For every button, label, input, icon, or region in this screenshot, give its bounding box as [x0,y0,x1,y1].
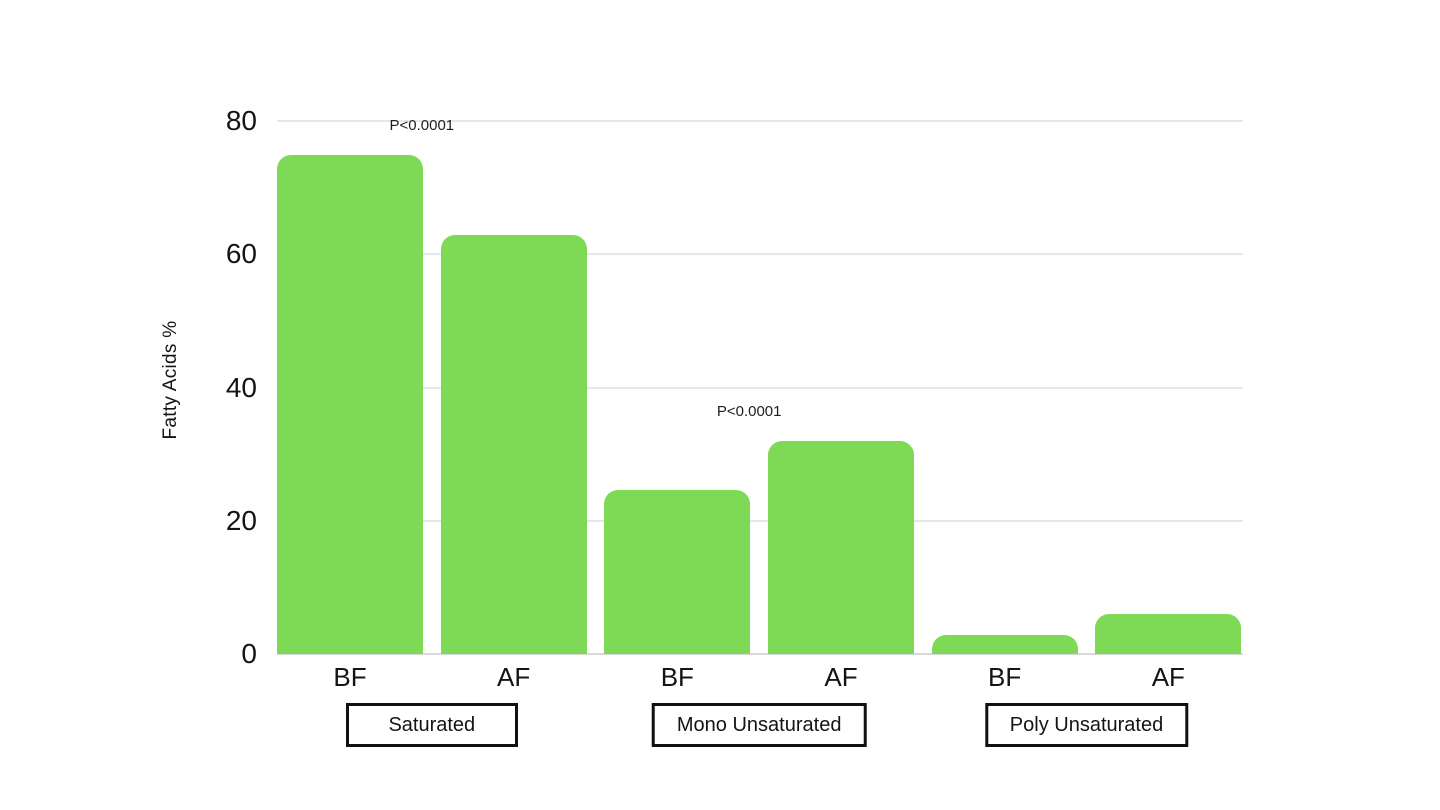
y-tick-label: 60 [225,238,257,270]
y-tick-label: 40 [225,371,257,403]
y-tick-label: 80 [225,105,257,136]
bar-label: BF [988,662,1022,692]
bar [768,441,914,654]
group-label-box: Poly Unsaturated [984,703,1189,747]
y-tick-label: 20 [225,504,257,536]
bar-label: AF [1151,662,1185,692]
gridline [277,386,1243,389]
p-value-annotation: P<0.0001 [716,403,782,421]
bar-label: BF [333,662,367,692]
gridline [277,253,1243,256]
bar-label: AF [824,662,858,692]
bar [1095,614,1242,654]
bar [277,154,423,654]
p-value-annotation: P<0.0001 [389,116,455,134]
x-axis-baseline [277,653,1243,655]
bar [931,634,1078,654]
plot-area [277,120,1243,655]
bar-label: AF [497,662,531,692]
group-label-box: Mono Unsaturated [651,703,867,747]
y-tick-label: 0 [241,638,257,669]
gridline [277,519,1243,522]
bar-label: BF [660,662,694,692]
group-label-box: Saturated [345,703,518,747]
bar [604,490,751,654]
gridline [277,120,1243,122]
bar [440,234,587,654]
